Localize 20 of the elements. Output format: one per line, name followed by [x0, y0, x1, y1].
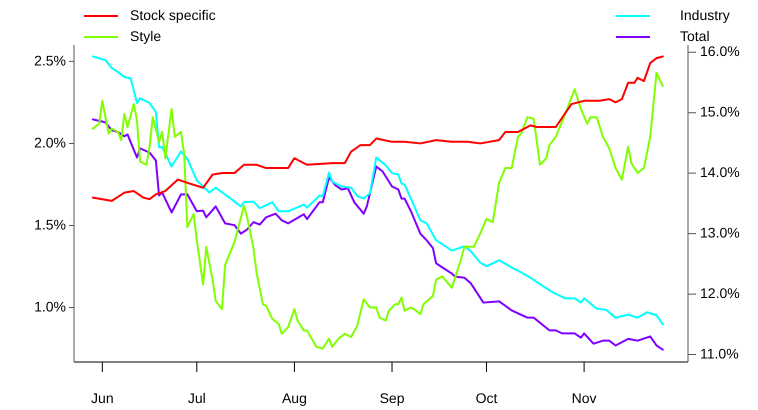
legend-label: Stock specific — [130, 6, 216, 23]
y2-tick-label: 15.0% — [700, 104, 740, 120]
y2-tick-label: 12.0% — [700, 284, 740, 301]
y2-tick-label: 11.0% — [700, 345, 739, 362]
y-tick-label: 1.0% — [34, 298, 66, 314]
x-tick-label: Jul — [188, 390, 206, 406]
x-tick-label: Oct — [476, 390, 498, 406]
y-tick-label: 2.0% — [34, 134, 66, 150]
x-tick-label: Sep — [380, 390, 405, 406]
y2-tick-label: 16.0% — [700, 43, 740, 60]
legend-label: Industry — [680, 6, 730, 23]
legend-label: Style — [130, 28, 162, 44]
x-tick-label: Jun — [91, 390, 114, 406]
y2-tick-label: 14.0% — [700, 164, 740, 180]
x-tick-label: Aug — [282, 390, 307, 406]
x-tick-label: Nov — [572, 390, 597, 406]
y-tick-label: 1.5% — [34, 216, 66, 232]
y2-tick-label: 13.0% — [700, 224, 740, 240]
legend-label: Total — [680, 28, 710, 44]
y-tick-label: 2.5% — [34, 52, 66, 68]
